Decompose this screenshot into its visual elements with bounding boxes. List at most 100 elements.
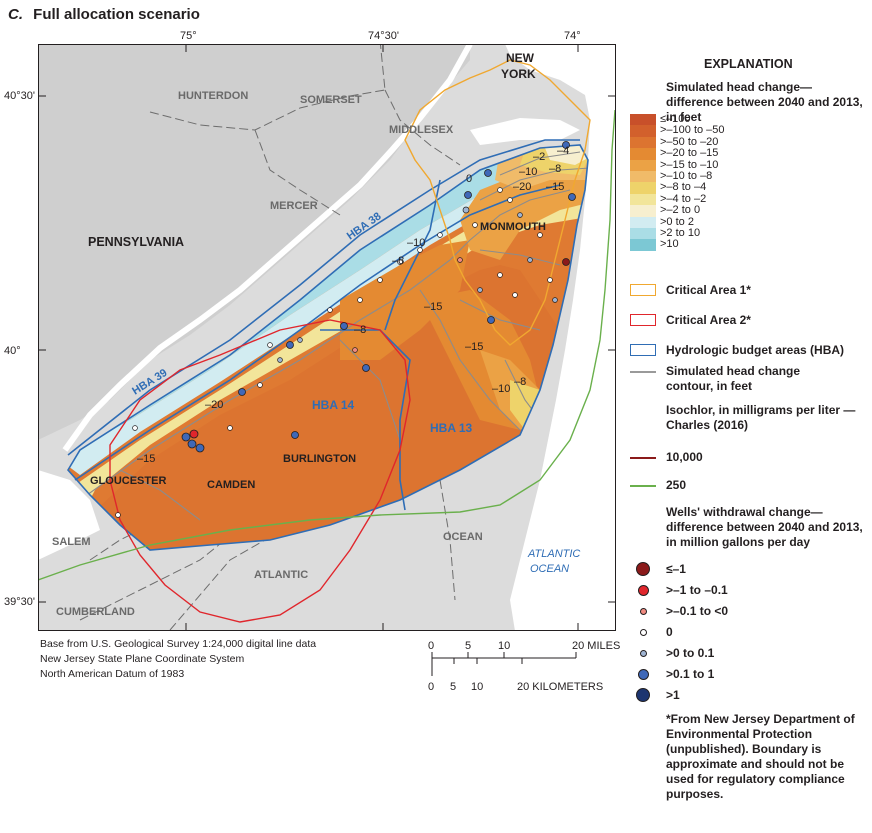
legend-isochlor-10000-label: 10,000 [666,450,703,464]
contour-label: –10 [407,237,425,249]
legend-head-change-label: >–15 to –10 [660,158,719,171]
legend-well-symbol [637,584,649,596]
label-middlesex: MIDDLESEX [389,124,454,136]
well-point[interactable] [517,212,523,218]
label-atlantic-ocean-1: ATLANTIC [527,548,580,560]
well-point[interactable] [238,388,246,396]
well-point[interactable] [189,429,199,439]
contour-label: –8 [392,255,404,267]
well-point[interactable] [512,292,518,298]
legend-head-change-label: >–20 to –15 [660,147,719,160]
well-point[interactable] [132,425,138,431]
contour-label: –15 [465,341,483,353]
label-monmouth: MONMOUTH [480,221,546,233]
scale-miles-0: 0 [428,640,435,652]
legend-well-label: ≤–1 [666,562,686,576]
figure-title: C. Full allocation scenario [8,6,200,23]
contour-label: –10 [519,166,537,178]
legend-head-change-label: >–10 to –8 [660,170,713,182]
legend-critical-area-2-label: Critical Area 2* [666,313,751,327]
legend-title: EXPLANATION [704,57,793,71]
well-point[interactable] [487,316,495,324]
well-point[interactable] [437,232,443,238]
legend-well-symbol [639,607,647,615]
legend-contour-label: Simulated head change contour, in feet [666,364,801,393]
well-point[interactable] [552,297,558,303]
well-point[interactable] [484,169,492,177]
legend-head-change-swatch [630,193,656,206]
well-point[interactable] [547,277,553,283]
well-point[interactable] [362,364,370,372]
well-point[interactable] [462,206,470,214]
legend-hba-swatch [630,344,656,356]
well-point[interactable] [340,322,348,330]
legend-well-label: >–0.1 to <0 [666,604,729,618]
well-point[interactable] [527,257,533,263]
ocean-area [505,44,616,631]
legend-wells-title: Wells' withdrawal change— difference bet… [666,505,863,549]
well-point[interactable] [377,277,383,283]
scale-miles-10: 10 [498,640,511,652]
well-point[interactable] [291,431,299,439]
critical-area-2-boundary [109,319,411,623]
well-point[interactable] [457,257,463,263]
well-point[interactable] [181,432,191,442]
legend-isochlor-250-label: 250 [666,478,687,492]
well-point[interactable] [477,287,483,293]
legend-well-label: 0 [666,625,673,639]
well-point[interactable] [562,258,570,266]
well-point[interactable] [277,357,283,363]
well-point[interactable] [417,247,423,253]
isochlor-250 [38,109,616,581]
legend-head-change-swatch [630,239,656,251]
label-york: YORK [501,67,536,81]
contour-label: –15 [424,301,442,313]
scale-km-10: 10 [471,681,484,693]
well-point[interactable] [257,382,263,388]
raritan-bay [470,118,580,145]
latitude-label-39-30: 39°30' [4,596,35,608]
label-atlantic-ocean-2: OCEAN [530,563,569,575]
legend-head-change-row: >–4 to –2 [630,193,780,206]
well-point[interactable] [286,341,294,349]
well-point[interactable] [187,439,197,449]
longitude-label-75: 75° [180,30,197,42]
well-point[interactable] [472,222,478,228]
legend-head-change-row: ≤–100 [630,113,780,126]
legend-hba-label: Hydrologic budget areas (HBA) [666,343,845,357]
well-point[interactable] [562,141,570,149]
label-ocean: OCEAN [443,531,483,543]
legend-head-change-row: >2 to 10 [630,227,780,240]
legend-head-change-label: >–8 to –4 [660,181,707,194]
well-point[interactable] [497,272,503,278]
well-point[interactable] [352,347,358,353]
well-point[interactable] [507,197,513,203]
well-point[interactable] [537,232,543,238]
well-point[interactable] [497,187,503,193]
well-point[interactable] [357,297,363,303]
well-point[interactable] [327,307,333,313]
legend-wells-row: 0 [630,623,830,641]
well-point[interactable] [195,443,205,453]
label-burlington: BURLINGTON [283,453,356,465]
well-point[interactable] [297,337,303,343]
zone-minus-2-0 [75,190,588,520]
contour-label: –8 [549,163,561,175]
well-point[interactable] [115,512,121,518]
well-point[interactable] [568,193,576,201]
label-camden: CAMDEN [207,479,255,491]
well-point[interactable] [267,342,273,348]
legend-well-symbol [636,688,650,702]
contour-label: –20 [513,181,531,193]
well-point[interactable] [227,425,233,431]
legend-head-change-swatch [630,125,656,137]
contour-label: 0 [466,173,472,185]
longitude-label-74-30: 74°30' [368,30,399,42]
label-hba-13: HBA 13 [430,421,473,435]
well-point[interactable] [397,259,403,265]
label-hba-14: HBA 14 [312,398,355,412]
legend-well-symbol [639,628,647,636]
scale-km-0: 0 [428,681,435,693]
legend: EXPLANATION Simulated head change—differ… [616,0,872,833]
well-point[interactable] [464,191,472,199]
